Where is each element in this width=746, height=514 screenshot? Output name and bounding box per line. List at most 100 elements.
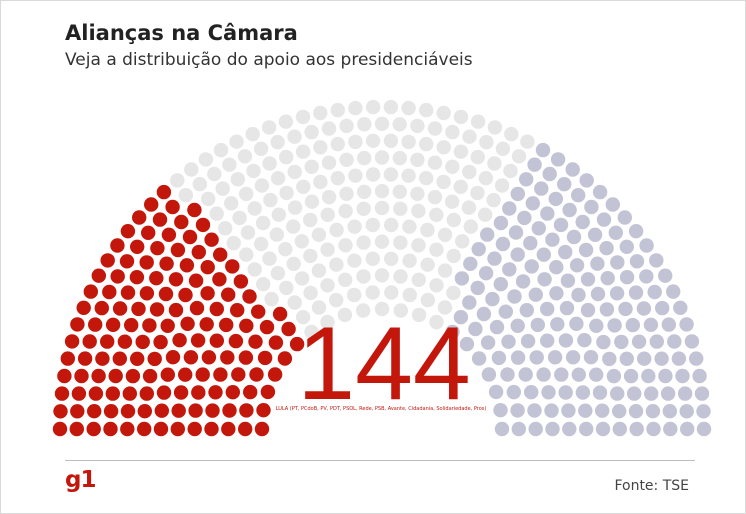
seat-dot: [470, 185, 485, 201]
seat-dot: [165, 199, 180, 215]
seat-dot: [536, 367, 551, 382]
seat-dot: [592, 385, 608, 400]
seat-dot: [239, 247, 254, 262]
seat-dot: [644, 386, 659, 401]
parliament-chart: 144 LULA (PT, PCdoB, PV, PDT, PSOL, Rede…: [52, 99, 712, 437]
seat-dot: [100, 253, 115, 268]
seat-dot: [267, 367, 283, 382]
highlight-caption: LULA (PT, PCdoB, PV, PDT, PSOL, Rede, PS…: [276, 406, 487, 412]
seat-dot: [213, 142, 229, 158]
seat-dot: [87, 404, 102, 419]
seat-dot: [578, 403, 593, 418]
seat-dot: [330, 136, 345, 152]
seat-dot: [639, 269, 654, 284]
seat-dot: [606, 368, 622, 384]
seat-dot: [142, 368, 158, 384]
seat-dot: [195, 217, 211, 233]
seat-dot: [596, 212, 612, 227]
seat-dot: [105, 317, 121, 332]
seat-dot: [201, 191, 216, 207]
seat-dot: [618, 301, 633, 317]
seat-dot: [170, 242, 186, 258]
seat-dot: [401, 168, 416, 183]
seat-dot: [461, 200, 477, 215]
seat-dot: [245, 126, 260, 142]
seat-dot: [525, 196, 540, 211]
seat-dot: [524, 259, 539, 274]
seat-dot: [437, 300, 453, 315]
seat-dot: [103, 421, 118, 437]
seat-dot: [287, 164, 302, 180]
seat-dot: [628, 404, 644, 419]
seat-dot: [628, 224, 644, 239]
seat-dot: [580, 302, 596, 318]
seat-dot: [139, 286, 155, 301]
seat-dot: [270, 135, 285, 150]
seat-dot: [540, 333, 555, 348]
seat-dot: [122, 386, 137, 401]
seat-dot: [569, 316, 584, 331]
seat-dot: [165, 350, 181, 365]
seat-dot: [330, 171, 345, 186]
seat-dot: [459, 336, 475, 352]
seat-dot: [696, 404, 711, 419]
seat-dot: [446, 212, 461, 228]
seat-dot: [329, 292, 344, 308]
seat-dot: [548, 191, 563, 207]
seat-dot: [195, 367, 210, 382]
seat-dot: [661, 317, 676, 332]
seat-dot: [168, 272, 184, 287]
seat-dot: [190, 333, 206, 348]
seat-dot: [272, 306, 288, 322]
seat-dot: [295, 109, 311, 125]
seat-dot: [242, 289, 257, 304]
seat-dot: [535, 142, 551, 158]
seat-dot: [365, 167, 381, 182]
seat-dot: [52, 421, 68, 437]
seat-dot: [100, 334, 115, 349]
seat-dot: [57, 368, 72, 384]
seat-dot: [213, 367, 228, 382]
seat-dot: [303, 212, 318, 228]
seat-dot: [233, 274, 249, 289]
seat-dot: [221, 421, 236, 437]
seat-dot: [610, 386, 625, 401]
seat-dot: [667, 334, 682, 349]
seat-dot: [658, 368, 673, 384]
seat-dot: [154, 403, 169, 418]
seat-dot: [237, 149, 253, 164]
seat-dot: [510, 403, 525, 418]
seat-dot: [660, 386, 676, 401]
seat-dot: [566, 229, 582, 245]
seat-dot: [256, 277, 271, 292]
seat-dot: [571, 287, 586, 303]
seat-dot: [130, 239, 145, 254]
seat-dot: [189, 300, 205, 316]
seat-dot: [600, 271, 615, 286]
seat-dot: [94, 300, 110, 316]
seat-dot: [339, 118, 354, 134]
seat-dot: [254, 178, 270, 193]
seat-dot: [199, 317, 214, 332]
seat-dot: [557, 177, 572, 192]
seat-dot: [559, 300, 575, 316]
seat-dot: [480, 227, 495, 242]
seat-dot: [489, 319, 505, 335]
seat-dot: [580, 272, 596, 287]
seat-dot: [83, 284, 99, 299]
seat-dot: [110, 269, 125, 284]
seat-dot: [471, 242, 486, 257]
seat-dot: [436, 140, 451, 155]
seat-dot: [481, 367, 497, 382]
seat-dot: [550, 152, 566, 167]
seat-dot: [238, 421, 253, 437]
seat-dot: [207, 166, 222, 182]
seat-dot: [158, 286, 174, 302]
seat-dot: [161, 227, 177, 242]
seat-dot: [517, 210, 532, 226]
seat-dot: [212, 272, 227, 287]
seat-dot: [542, 166, 557, 182]
seat-dot: [102, 284, 117, 300]
seat-dot: [82, 334, 97, 349]
seat-dot: [279, 149, 294, 165]
